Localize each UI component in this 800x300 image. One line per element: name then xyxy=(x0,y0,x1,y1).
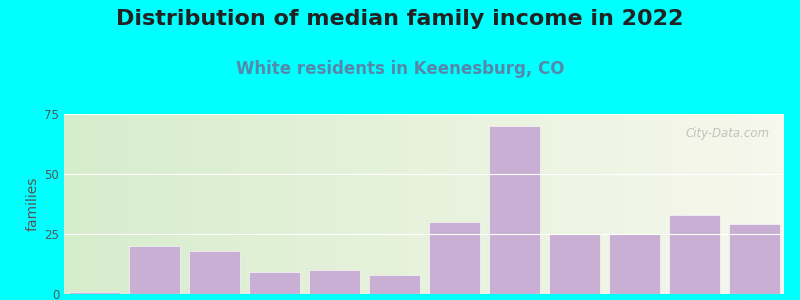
Bar xyxy=(489,126,539,294)
Bar xyxy=(609,234,659,294)
Text: Distribution of median family income in 2022: Distribution of median family income in … xyxy=(116,9,684,29)
Bar xyxy=(549,234,599,294)
Text: City-Data.com: City-Data.com xyxy=(686,127,770,140)
Bar xyxy=(669,215,719,294)
Bar xyxy=(249,272,299,294)
Text: White residents in Keenesburg, CO: White residents in Keenesburg, CO xyxy=(236,60,564,78)
Bar xyxy=(69,292,119,294)
Bar xyxy=(309,270,359,294)
Bar xyxy=(129,246,179,294)
Bar xyxy=(189,251,239,294)
Y-axis label: families: families xyxy=(26,177,40,231)
Bar xyxy=(429,222,479,294)
Bar xyxy=(729,224,779,294)
Bar xyxy=(369,275,419,294)
